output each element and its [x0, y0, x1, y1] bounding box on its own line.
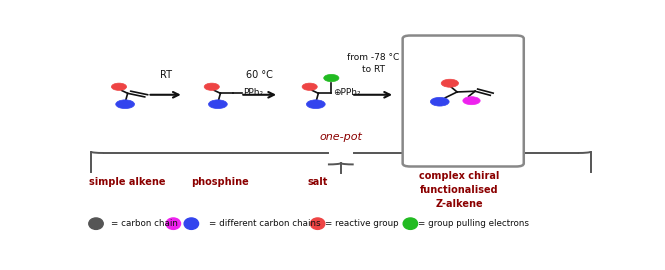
Text: complex chiral
functionalised
Z-alkene: complex chiral functionalised Z-alkene: [419, 171, 499, 210]
Text: = reactive group: = reactive group: [325, 219, 399, 228]
Ellipse shape: [430, 97, 449, 106]
Text: from -78 °C
to RT: from -78 °C to RT: [347, 53, 399, 74]
Ellipse shape: [204, 83, 219, 90]
Ellipse shape: [302, 83, 317, 90]
Ellipse shape: [89, 218, 103, 230]
Text: = different carbon chains: = different carbon chains: [209, 219, 321, 228]
Text: salt: salt: [307, 177, 328, 187]
Ellipse shape: [112, 83, 126, 90]
Text: PPh₂: PPh₂: [243, 88, 263, 97]
Text: phosphine: phosphine: [191, 177, 249, 187]
Text: simple alkene: simple alkene: [88, 177, 165, 187]
Text: RT: RT: [160, 70, 172, 80]
Ellipse shape: [403, 218, 418, 230]
Ellipse shape: [441, 79, 459, 87]
Ellipse shape: [324, 75, 339, 82]
Text: = carbon chain: = carbon chain: [112, 219, 178, 228]
Text: ⊕PPh₂: ⊕PPh₂: [332, 88, 360, 97]
Text: = group pulling electrons: = group pulling electrons: [418, 219, 529, 228]
FancyBboxPatch shape: [403, 36, 524, 167]
Text: 60 °C: 60 °C: [246, 70, 273, 80]
Ellipse shape: [307, 100, 325, 109]
Ellipse shape: [184, 218, 199, 230]
Ellipse shape: [463, 97, 480, 105]
Ellipse shape: [311, 218, 325, 230]
Text: one-pot: one-pot: [319, 131, 362, 141]
Ellipse shape: [209, 100, 227, 109]
Ellipse shape: [116, 100, 134, 109]
Ellipse shape: [166, 218, 180, 230]
